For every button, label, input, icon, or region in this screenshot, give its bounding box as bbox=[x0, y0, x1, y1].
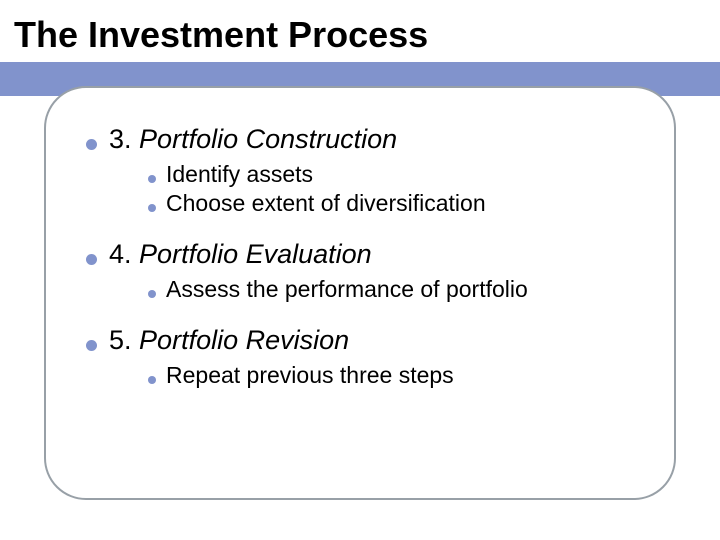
item-title: Portfolio Construction bbox=[139, 124, 397, 154]
bullet-icon bbox=[148, 175, 156, 183]
sub-list-item: Repeat previous three steps bbox=[148, 362, 646, 389]
sub-item-text: Choose extent of diversification bbox=[166, 190, 486, 217]
bullet-icon bbox=[86, 254, 97, 265]
slide-title: The Investment Process bbox=[0, 0, 720, 62]
list-item-heading: 3. Portfolio Construction bbox=[109, 124, 397, 155]
item-title: Portfolio Revision bbox=[139, 325, 349, 355]
list-item: 5. Portfolio Revision Repeat previous th… bbox=[86, 325, 646, 405]
sub-list-item: Assess the performance of portfolio bbox=[148, 276, 646, 303]
item-number: 3. bbox=[109, 124, 132, 154]
list-item-heading: 4. Portfolio Evaluation bbox=[109, 239, 372, 270]
item-title: Portfolio Evaluation bbox=[139, 239, 372, 269]
list-item: 4. Portfolio Evaluation Assess the perfo… bbox=[86, 239, 646, 319]
sub-item-text: Assess the performance of portfolio bbox=[166, 276, 528, 303]
bullet-icon bbox=[86, 139, 97, 150]
list-item: 3. Portfolio Construction Identify asset… bbox=[86, 124, 646, 233]
sub-item-text: Repeat previous three steps bbox=[166, 362, 454, 389]
bullet-icon bbox=[148, 290, 156, 298]
item-number: 5. bbox=[109, 325, 132, 355]
list-item-heading: 5. Portfolio Revision bbox=[109, 325, 349, 356]
content-card: 3. Portfolio Construction Identify asset… bbox=[44, 86, 676, 500]
bullet-icon bbox=[148, 376, 156, 384]
sub-item-text: Identify assets bbox=[166, 161, 313, 188]
bullet-icon bbox=[86, 340, 97, 351]
item-number: 4. bbox=[109, 239, 132, 269]
sub-list-item: Choose extent of diversification bbox=[148, 190, 646, 217]
bullet-icon bbox=[148, 204, 156, 212]
sub-list-item: Identify assets bbox=[148, 161, 646, 188]
